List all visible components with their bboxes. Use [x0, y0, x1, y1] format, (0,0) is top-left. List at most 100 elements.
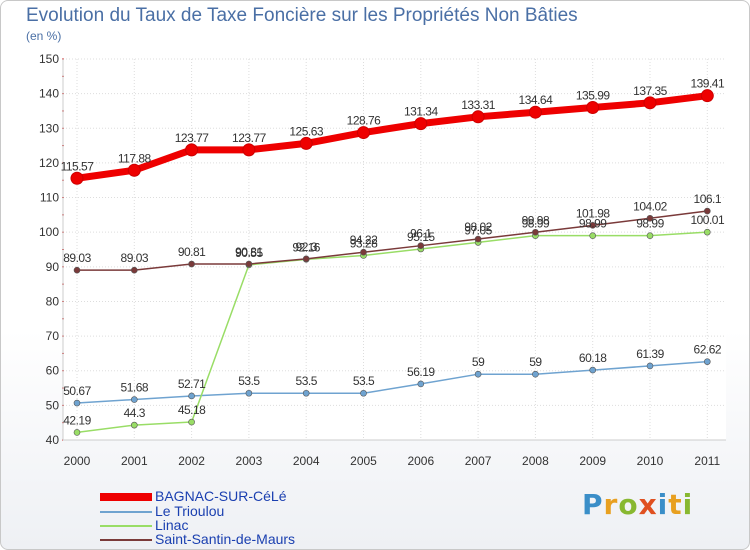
data-label: 51.68	[121, 381, 149, 395]
data-label: 92.3	[296, 240, 318, 254]
data-point	[188, 260, 195, 268]
series-line-le-trioulou	[76, 360, 709, 404]
y-tick-label: 120	[39, 156, 59, 170]
data-label: 44.3	[124, 406, 146, 420]
data-label: 53.5	[238, 374, 260, 388]
data-label: 125.63	[289, 124, 324, 138]
series-line-bagnac-sur-c-l-	[73, 92, 711, 182]
data-label: 104.02	[633, 199, 668, 213]
data-point	[73, 429, 81, 436]
data-label: 53.5	[296, 374, 318, 388]
y-tick-label: 140	[39, 87, 59, 101]
data-point	[245, 260, 253, 268]
legend-swatch	[100, 493, 152, 501]
data-label: 128.76	[347, 114, 382, 128]
chart-title: Evolution du Taux de Taxe Foncière sur l…	[26, 5, 578, 26]
data-point	[245, 389, 253, 397]
data-point	[703, 358, 711, 365]
x-tick-label: 2011	[694, 454, 720, 468]
data-point	[185, 143, 199, 157]
data-point	[532, 370, 539, 378]
y-tick-label: 90	[46, 260, 60, 274]
data-label: 100.01	[690, 213, 725, 227]
data-label: 106.1	[694, 192, 722, 206]
data-label: 139.41	[690, 77, 725, 91]
data-label: 123.77	[232, 131, 267, 145]
data-point	[188, 418, 195, 426]
legend-label: Linac	[155, 517, 189, 533]
plot-area	[63, 59, 726, 440]
data-point	[188, 392, 195, 400]
data-label: 92.16	[292, 240, 320, 254]
data-label: 90.81	[235, 245, 263, 259]
data-point	[131, 421, 138, 429]
x-tick-label: 2005	[350, 454, 377, 468]
data-label: 131.34	[404, 105, 439, 119]
data-label: 95.15	[407, 230, 435, 244]
data-label: 98.99	[522, 217, 550, 231]
y-axis-unit-label: (en %)	[26, 29, 62, 43]
data-point	[131, 396, 138, 403]
data-point	[414, 117, 428, 131]
data-point	[242, 143, 256, 157]
legend-swatch	[100, 539, 152, 541]
data-label: 90.55	[235, 246, 263, 260]
data-point	[131, 266, 138, 274]
data-point	[299, 136, 313, 150]
data-point	[471, 110, 485, 124]
y-tick-label: 80	[46, 294, 60, 308]
data-label: 42.19	[63, 413, 91, 427]
data-point	[127, 163, 141, 177]
x-tick-label: 2003	[236, 454, 263, 468]
data-point	[360, 389, 367, 397]
data-label: 135.99	[576, 89, 611, 103]
y-tick-label: 110	[40, 191, 59, 205]
data-label: 59	[472, 355, 485, 369]
y-tick-label: 40	[46, 433, 60, 447]
data-point	[586, 101, 600, 115]
series-line-linac	[76, 231, 709, 434]
data-point	[589, 366, 597, 374]
legend-swatch	[100, 511, 152, 513]
data-point	[302, 389, 310, 397]
data-label: 98.02	[464, 220, 492, 234]
data-point	[474, 370, 482, 378]
data-label: 62.62	[694, 343, 722, 357]
x-tick-label: 2006	[407, 454, 434, 468]
data-label: 123.77	[175, 131, 210, 145]
data-point	[703, 207, 711, 215]
data-point	[646, 232, 654, 239]
data-point	[700, 89, 714, 103]
data-label: 97.05	[464, 223, 492, 237]
y-tick-label: 60	[46, 364, 60, 378]
data-point	[528, 105, 542, 119]
y-tick-label: 130	[39, 121, 59, 135]
data-point	[474, 235, 482, 243]
data-point	[70, 171, 84, 185]
data-point	[589, 222, 597, 229]
data-point	[73, 266, 81, 274]
legend-label: Le Trioulou	[155, 503, 225, 519]
y-tick-label: 70	[46, 329, 60, 343]
data-label: 98.99	[579, 217, 607, 231]
data-label: 98.99	[636, 217, 664, 231]
y-tick-label: 50	[46, 398, 60, 412]
data-label: 101.98	[576, 206, 611, 220]
data-point	[360, 248, 367, 256]
data-label: 117.88	[118, 151, 152, 165]
data-label: 133.31	[461, 98, 496, 112]
data-point	[703, 228, 711, 236]
x-tick-label: 2008	[522, 454, 549, 468]
data-label: 115.57	[61, 159, 95, 173]
data-label: 90.81	[178, 245, 206, 259]
x-tick-label: 2009	[579, 454, 606, 468]
data-label: 134.64	[519, 93, 554, 107]
data-label: 99.98	[522, 213, 550, 227]
x-tick-label: 2001	[121, 454, 148, 468]
legend-label: Saint-Santin-de-Maurs	[155, 531, 296, 547]
data-point	[646, 214, 654, 222]
data-point	[417, 380, 425, 388]
data-label: 89.03	[63, 251, 91, 265]
data-label: 45.18	[178, 403, 206, 417]
